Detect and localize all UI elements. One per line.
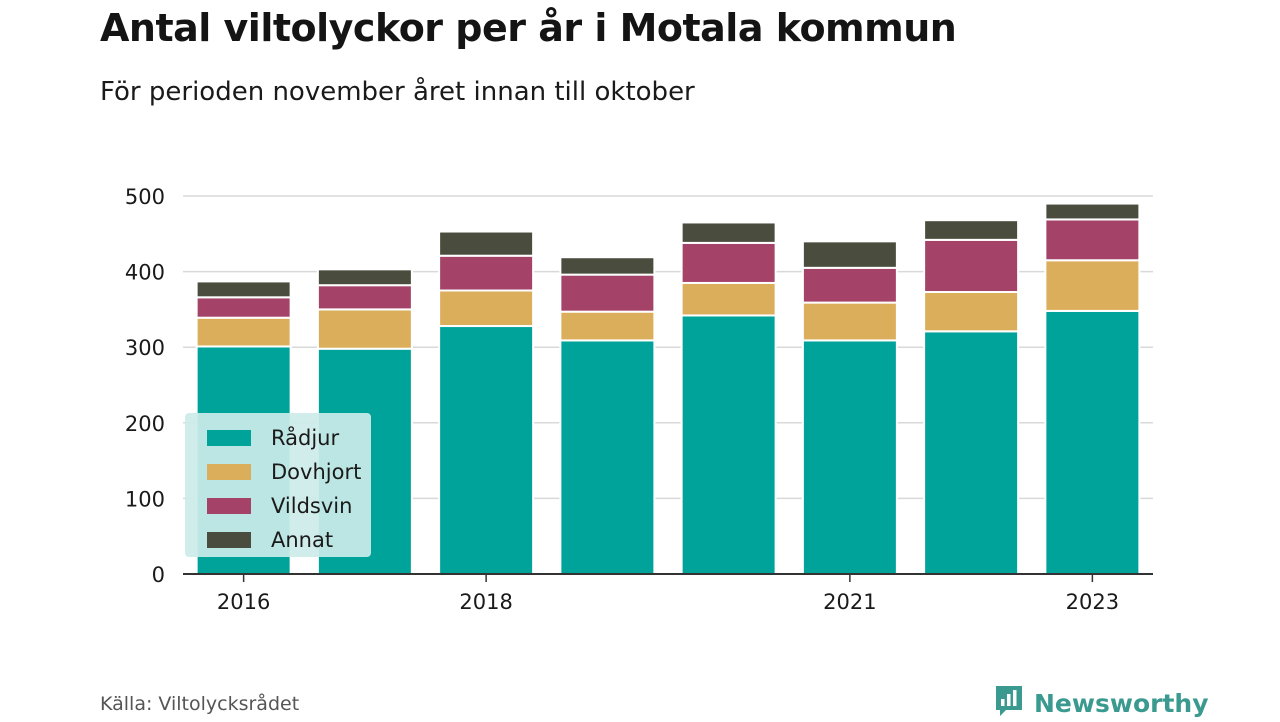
chart-title: Antal viltolyckor per år i Motala kommun — [100, 6, 957, 50]
bar-2019-annat — [559, 256, 656, 276]
legend-swatch-vildsvin — [207, 498, 251, 514]
brand-name: Newsworthy — [1034, 688, 1209, 718]
bar-2023-r-djur — [1044, 309, 1141, 575]
x-tick-label-2018: 2018 — [459, 590, 512, 614]
legend-label-dovhjort: Dovhjort — [271, 460, 362, 484]
y-tick-label-500: 500 — [125, 185, 165, 209]
legend-label-radjur: Rådjur — [271, 426, 340, 450]
bar-2023-annat — [1044, 202, 1141, 221]
bar-2019-dovhjort — [559, 310, 656, 342]
y-tick-label-200: 200 — [125, 412, 165, 436]
bar-2021-dovhjort — [801, 301, 898, 342]
bar-2018-r-djur — [438, 325, 535, 576]
x-tick-label-2021: 2021 — [823, 590, 876, 614]
bar-2020-r-djur — [680, 314, 777, 575]
y-tick-label-0: 0 — [152, 563, 165, 587]
bar-2019-vildsvin — [559, 273, 656, 313]
bar-2017-annat — [316, 268, 413, 287]
chart-legend: Rådjur Dovhjort Vildsvin Annat — [185, 413, 371, 557]
bar-2021-annat — [801, 240, 898, 269]
bar-2016-dovhjort — [195, 316, 292, 348]
bar-2017-dovhjort — [316, 308, 413, 350]
x-tick-label-2016: 2016 — [217, 590, 270, 614]
legend-item-radjur: Rådjur — [207, 421, 371, 455]
legend-item-dovhjort: Dovhjort — [207, 455, 371, 489]
legend-label-annat: Annat — [271, 528, 334, 552]
bar-2022-r-djur — [923, 330, 1020, 575]
bar-2016-vildsvin — [195, 296, 292, 319]
bar-2018-dovhjort — [438, 289, 535, 328]
y-tick-label-400: 400 — [125, 261, 165, 285]
newsworthy-logo-icon — [994, 684, 1024, 722]
bar-2016-annat — [195, 280, 292, 299]
legend-item-vildsvin: Vildsvin — [207, 489, 371, 523]
bar-2022-annat — [923, 219, 1020, 241]
legend-item-annat: Annat — [207, 523, 371, 557]
bar-2022-vildsvin — [923, 238, 1020, 294]
brand-logo[interactable]: Newsworthy — [994, 684, 1209, 722]
bar-2019-r-djur — [559, 339, 656, 575]
legend-swatch-dovhjort — [207, 464, 251, 480]
bar-2023-dovhjort — [1044, 259, 1141, 312]
bar-2021-vildsvin — [801, 266, 898, 304]
bar-2020-annat — [680, 221, 777, 244]
chart-subtitle: För perioden november året innan till ok… — [100, 77, 695, 107]
legend-label-vildsvin: Vildsvin — [271, 494, 353, 518]
y-tick-label-300: 300 — [125, 336, 165, 360]
legend-swatch-annat — [207, 532, 251, 548]
y-tick-label-100: 100 — [125, 487, 165, 511]
bar-2020-vildsvin — [680, 241, 777, 284]
source-text: Källa: Viltolycksrådet — [100, 693, 300, 715]
legend-swatch-radjur — [207, 430, 251, 446]
bar-2018-annat — [438, 230, 535, 257]
bar-2021-r-djur — [801, 339, 898, 575]
bar-2022-dovhjort — [923, 291, 1020, 333]
bar-2023-vildsvin — [1044, 218, 1141, 262]
x-tick-label-2023: 2023 — [1066, 590, 1119, 614]
bar-2020-dovhjort — [680, 281, 777, 317]
bar-2018-vildsvin — [438, 254, 535, 292]
bar-2017-vildsvin — [316, 284, 413, 311]
